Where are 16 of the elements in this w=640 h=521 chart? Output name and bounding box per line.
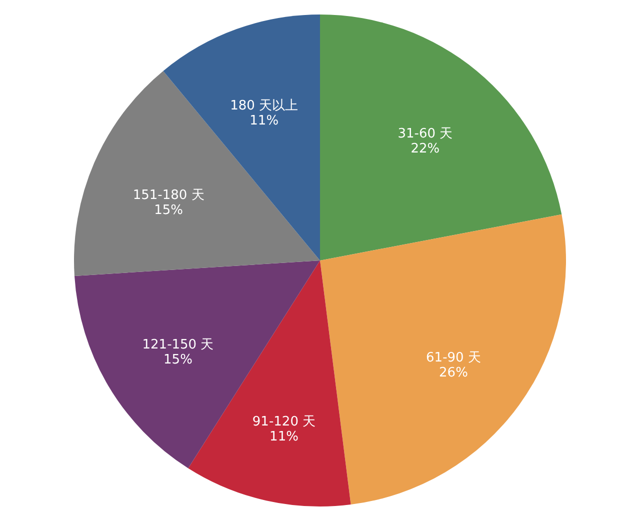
data-label: 11% (250, 113, 279, 128)
slice-label: 91-120 天 (252, 414, 316, 430)
data-label: 26% (439, 365, 468, 380)
slice-label: 180 天以上 (230, 98, 298, 114)
pie-slice (320, 214, 566, 505)
data-label: 15% (164, 352, 192, 368)
slice-label: 61-90 天 (426, 350, 481, 366)
slice-label: 31-60 天 (398, 126, 453, 142)
pie-slice (74, 70, 320, 276)
data-label: 15% (154, 202, 184, 218)
data-label: 22% (410, 141, 440, 156)
slice-label: 121-150 天 (142, 337, 214, 352)
pie-slice (320, 14, 562, 260)
slice-label: 151-180 天 (132, 188, 204, 203)
data-label: 11% (270, 430, 298, 445)
pie-slice (74, 260, 320, 468)
